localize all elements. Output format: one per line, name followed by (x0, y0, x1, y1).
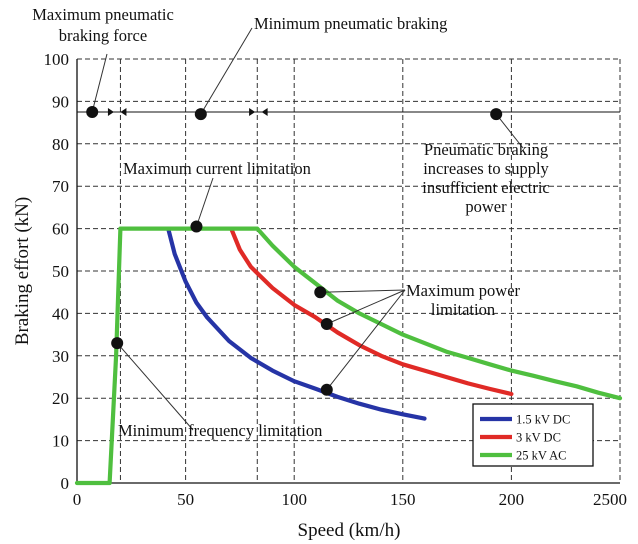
data-marker (314, 286, 327, 299)
y-tick-label: 50 (52, 262, 69, 281)
annotation-line: Maximum power (406, 281, 521, 300)
data-marker (320, 383, 333, 396)
annotation-arrows (77, 108, 620, 116)
y-tick-label: 70 (52, 177, 69, 196)
y-tick-label: 100 (44, 50, 70, 69)
annotations: Maximum pneumatic braking force Minimum pn… (32, 5, 550, 440)
annotation-pneumatic-increase: Pneumatic braking increases to supply insu… (422, 140, 550, 216)
legend-label: 1.5 kV DC (516, 413, 570, 427)
annotation-line: limitation (431, 300, 495, 319)
x-tick-label: 100 (281, 490, 307, 509)
leader-line (326, 289, 406, 325)
data-marker (111, 337, 124, 350)
leader-line (326, 289, 406, 391)
leader-line (195, 177, 214, 227)
annotation-line: Maximum pneumatic (32, 5, 174, 24)
annotation-line: Maximum current limitation (123, 159, 311, 178)
x-tick-label: 200 (499, 490, 525, 509)
leader-line (495, 113, 524, 149)
data-marker (194, 108, 207, 121)
y-tick-label: 20 (52, 389, 69, 408)
y-tick-label: 40 (52, 304, 69, 323)
leader-lines (91, 27, 524, 431)
data-marker (490, 108, 503, 121)
x-axis-title: Speed (km/h) (298, 520, 401, 541)
y-axis-title: Braking effort (kN) (12, 197, 33, 345)
y-tick-label: 0 (61, 474, 70, 493)
annotation-max-pneumatic: Maximum pneumatic braking force (32, 5, 174, 45)
legend-label: 25 kV AC (516, 449, 566, 463)
arrowhead (261, 108, 268, 116)
data-marker (320, 318, 333, 330)
data-marker (190, 220, 203, 233)
y-tick-label: 30 (52, 347, 69, 366)
data-marker (86, 106, 99, 118)
y-tick-label: 60 (52, 220, 69, 239)
x-tick-label: 50 (177, 490, 194, 509)
annotation-line: Pneumatic braking (424, 140, 548, 159)
legend: 1.5 kV DC 3 kV DC 25 kV AC (472, 403, 594, 467)
arrowhead (249, 108, 256, 116)
leader-line (91, 53, 108, 113)
annotation-line: increases to supply (423, 159, 549, 178)
series-line (74, 226, 623, 486)
series-lines (74, 226, 623, 486)
x-tick-label: 2500 (593, 490, 627, 509)
annotation-line: braking force (59, 26, 147, 45)
axes: 0 10 20 30 40 50 60 70 80 90 100 0 50 100 150 200 2500 Sp… (12, 50, 627, 541)
arrowhead (120, 108, 127, 116)
y-tick-label: 90 (52, 92, 69, 111)
x-tick-label: 0 (73, 490, 82, 509)
legend-label: 3 kV DC (516, 431, 561, 445)
annotation-min-pneumatic: Minimum pneumatic braking (254, 14, 447, 33)
annotation-line: Minimum frequency limitation (118, 421, 322, 440)
arrowhead (107, 108, 114, 116)
data-markers (86, 106, 503, 396)
series-line (229, 226, 514, 397)
y-tick-label: 10 (52, 432, 69, 451)
series-line (166, 226, 427, 421)
annotation-line: power (465, 197, 507, 216)
annotation-line: Minimum pneumatic braking (254, 14, 447, 33)
annotation-max-current: Maximum current limitation (123, 159, 311, 178)
leader-line (116, 342, 194, 431)
annotation-line: insufficient electric (422, 178, 550, 197)
leader-line (200, 27, 253, 115)
annotation-max-power: Maximum power limitation (406, 281, 521, 319)
annotation-min-frequency: Minimum frequency limitation (118, 421, 322, 440)
y-tick-label: 80 (52, 135, 69, 154)
leader-line (320, 289, 406, 293)
x-tick-label: 150 (390, 490, 416, 509)
